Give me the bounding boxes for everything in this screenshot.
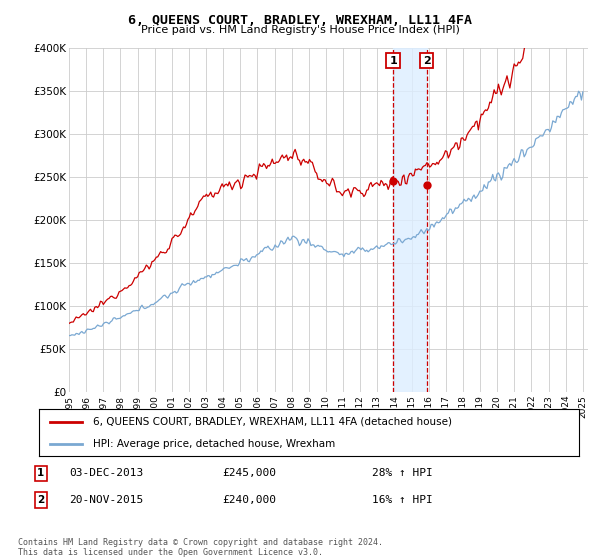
Text: 6, QUEENS COURT, BRADLEY, WREXHAM, LL11 4FA (detached house): 6, QUEENS COURT, BRADLEY, WREXHAM, LL11 … xyxy=(93,417,452,427)
Text: 1: 1 xyxy=(37,468,44,478)
Text: 20-NOV-2015: 20-NOV-2015 xyxy=(69,495,143,505)
Text: 6, QUEENS COURT, BRADLEY, WREXHAM, LL11 4FA: 6, QUEENS COURT, BRADLEY, WREXHAM, LL11 … xyxy=(128,14,472,27)
Bar xyxy=(393,48,427,392)
Text: 2: 2 xyxy=(423,55,431,66)
Text: 28% ↑ HPI: 28% ↑ HPI xyxy=(372,468,433,478)
Text: 2: 2 xyxy=(37,495,44,505)
Text: 16% ↑ HPI: 16% ↑ HPI xyxy=(372,495,433,505)
Text: £240,000: £240,000 xyxy=(222,495,276,505)
Text: £245,000: £245,000 xyxy=(222,468,276,478)
Text: 1: 1 xyxy=(389,55,397,66)
Text: Contains HM Land Registry data © Crown copyright and database right 2024.
This d: Contains HM Land Registry data © Crown c… xyxy=(18,538,383,557)
Text: HPI: Average price, detached house, Wrexham: HPI: Average price, detached house, Wrex… xyxy=(93,438,335,449)
Text: Price paid vs. HM Land Registry's House Price Index (HPI): Price paid vs. HM Land Registry's House … xyxy=(140,25,460,35)
Text: 03-DEC-2013: 03-DEC-2013 xyxy=(69,468,143,478)
